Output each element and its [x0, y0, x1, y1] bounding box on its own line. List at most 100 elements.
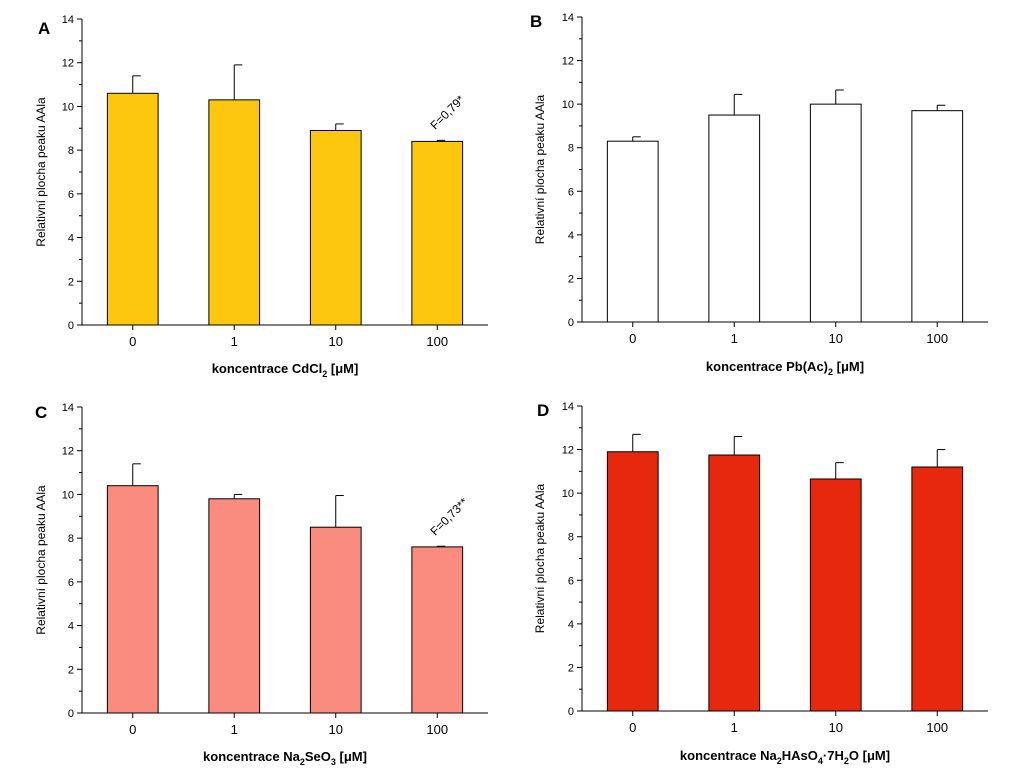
- y-tick-label: 12: [562, 56, 574, 68]
- y-axis-label: Relativní plocha peaku AAla: [34, 97, 48, 247]
- significance-annotation: F=0,73**: [427, 495, 470, 538]
- y-tick-label: 4: [68, 233, 74, 245]
- chart-panel-a: 0 2 4 6 8 10 12 14 0 1 10 100 F=0,79* A Relativní ploc…: [34, 14, 488, 379]
- panel-label: C: [35, 403, 47, 422]
- bar: [606, 451, 659, 712]
- chart-panel-b: 0 2 4 6 8 10 12 14 0 1 10 100 B Relativní plocha peak…: [530, 12, 988, 377]
- x-axis-label-part: ·7H: [823, 748, 844, 763]
- x-axis-label-subscript: 4: [818, 756, 823, 766]
- x-tick-label: 10: [829, 331, 843, 346]
- bar: [208, 99, 261, 326]
- x-axis-label-part: koncentrace Na: [203, 749, 301, 764]
- y-tick-label: 2: [68, 276, 74, 288]
- x-axis-label-part: koncentrace Na: [680, 748, 778, 763]
- bar: [708, 454, 761, 712]
- x-axis-label-part: HAsO: [782, 748, 818, 763]
- y-axis-label: Relativní plocha peaku AAla: [533, 483, 547, 633]
- y-tick-label: 0: [68, 708, 74, 720]
- y-tick-label: 10: [562, 488, 574, 500]
- bar: [809, 103, 862, 323]
- chart-panel-c: 0 2 4 6 8 10 12 14 0 1 10 100 F=0,73** C Relativní plo…: [34, 402, 488, 767]
- x-tick-label: 100: [926, 720, 948, 735]
- y-axis-label: Relativní plocha peaku AAla: [34, 485, 48, 635]
- y-tick-label: 14: [562, 12, 574, 24]
- y-tick-label: 0: [568, 706, 574, 718]
- y-tick-label: 12: [562, 445, 574, 457]
- bar: [809, 478, 862, 712]
- x-tick-label: 10: [829, 720, 843, 735]
- x-axis-label-part: SeO: [305, 749, 331, 764]
- y-tick-label: 6: [568, 575, 574, 587]
- x-tick-label: 10: [329, 722, 343, 737]
- x-axis-label-part: koncentrace CdCl: [212, 361, 323, 376]
- x-tick-label: 0: [629, 720, 636, 735]
- x-tick-label: 0: [629, 331, 636, 346]
- y-axis-label: Relativní plocha peaku AAla: [533, 94, 547, 244]
- y-tick-label: 14: [62, 402, 74, 414]
- panel-label: D: [537, 401, 549, 420]
- x-axis-label-part: koncentrace Pb(Ac): [706, 359, 828, 374]
- bar: [309, 129, 362, 326]
- x-axis-label: koncentrace CdCl2 [μM]: [212, 361, 359, 379]
- bar: [208, 498, 261, 714]
- bar: [411, 140, 464, 326]
- bar: [106, 92, 159, 326]
- y-tick-label: 14: [562, 401, 574, 413]
- x-tick-label: 0: [129, 722, 136, 737]
- x-tick-label: 10: [329, 334, 343, 349]
- y-tick-label: 0: [68, 320, 74, 332]
- x-tick-label: 1: [731, 720, 738, 735]
- bar: [708, 114, 761, 323]
- x-axis-label-part: [μM]: [859, 748, 890, 763]
- y-tick-label: 4: [68, 621, 74, 633]
- bar: [911, 466, 964, 712]
- x-axis-label-subscript: 2: [844, 756, 849, 766]
- x-tick-label: 100: [926, 331, 948, 346]
- x-axis-label-part: [μM]: [327, 361, 358, 376]
- x-tick-label: 100: [426, 722, 448, 737]
- y-tick-label: 12: [62, 446, 74, 458]
- y-tick-label: 6: [68, 577, 74, 589]
- y-tick-label: 14: [62, 14, 74, 26]
- bar: [411, 546, 464, 714]
- y-tick-label: 8: [68, 145, 74, 157]
- y-tick-label: 2: [568, 662, 574, 674]
- chart-panel-d: 0 2 4 6 8 10 12 14 0 1 10 100 D Relativní plocha peak…: [533, 401, 988, 766]
- x-tick-label: 1: [231, 334, 238, 349]
- x-axis-label-subscript: 2: [777, 756, 782, 766]
- y-tick-label: 0: [568, 317, 574, 329]
- x-axis-label: koncentrace Na2HAsO4·7H2O [μM]: [680, 748, 890, 766]
- y-tick-label: 10: [62, 489, 74, 501]
- x-axis-label: koncentrace Na2SeO3 [μM]: [203, 749, 367, 767]
- bar: [309, 526, 362, 714]
- y-tick-label: 4: [568, 619, 574, 631]
- bar: [106, 485, 159, 714]
- x-axis-label: koncentrace Pb(Ac)2 [μM]: [706, 359, 864, 377]
- x-tick-label: 100: [426, 334, 448, 349]
- y-tick-label: 2: [568, 273, 574, 285]
- x-axis-label-part: O: [849, 748, 859, 763]
- y-tick-label: 2: [68, 664, 74, 676]
- x-axis-label-subscript: 3: [331, 757, 336, 767]
- bar: [606, 140, 659, 323]
- y-tick-label: 6: [68, 189, 74, 201]
- x-axis-label-part: [μM]: [833, 359, 864, 374]
- x-tick-label: 1: [731, 331, 738, 346]
- y-tick-label: 12: [62, 58, 74, 70]
- y-tick-label: 6: [568, 186, 574, 198]
- y-tick-label: 8: [68, 533, 74, 545]
- x-axis-label-subscript: 2: [828, 367, 833, 377]
- x-tick-label: 1: [231, 722, 238, 737]
- panel-label: B: [530, 12, 542, 31]
- y-tick-label: 8: [568, 532, 574, 544]
- y-tick-label: 10: [62, 101, 74, 113]
- y-tick-label: 4: [568, 230, 574, 242]
- x-axis-label-subscript: 2: [322, 369, 327, 379]
- panel-label: A: [38, 19, 50, 38]
- significance-annotation: F=0,79*: [427, 92, 467, 132]
- y-tick-label: 10: [562, 99, 574, 111]
- x-axis-label-part: [μM]: [336, 749, 367, 764]
- y-tick-label: 8: [568, 143, 574, 155]
- x-axis-label-subscript: 2: [300, 757, 305, 767]
